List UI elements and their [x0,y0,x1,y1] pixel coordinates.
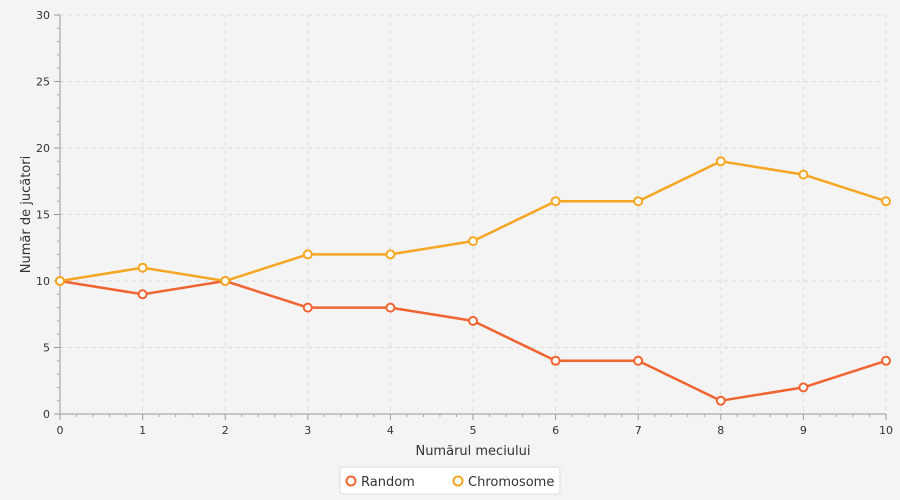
y-tick-label: 0 [43,408,50,421]
data-point-chromosome [55,276,65,286]
y-tick-label: 25 [36,76,50,89]
y-tick-label: 20 [36,142,50,155]
data-point-chromosome [550,196,561,207]
x-tick-label: 1 [139,424,146,437]
x-tick-label: 2 [222,424,229,437]
x-axis-title: Numărul meciului [415,444,530,459]
data-point-chromosome [385,249,396,260]
y-tick-label: 5 [43,342,50,355]
x-tick-label: 10 [879,424,893,437]
x-tick-label: 6 [552,424,559,437]
series [55,156,891,406]
data-point-chromosome [302,249,313,260]
x-tick-label: 3 [304,424,311,437]
data-point-random [468,315,478,326]
data-point-random [798,382,809,393]
ticks: 0 5 10 15 20 25 30 0 1 2 3 4 5 6 7 8 9 10 [36,9,893,437]
data-point-random [633,355,644,366]
data-point-random [881,355,891,366]
x-tick-label: 8 [717,424,724,437]
x-tick-label: 0 [57,424,64,437]
data-point-random [137,289,148,300]
legend: Random Chromosome [339,466,561,495]
y-tick-label: 15 [36,209,50,222]
legend-marker-chromosome [452,475,464,487]
x-tick-label: 5 [470,424,477,437]
data-point-random [550,355,561,366]
data-point-random [302,302,313,313]
legend-label-random: Random [361,475,415,490]
data-point-random [715,395,726,406]
y-axis-title: Număr de jucători [19,156,34,273]
y-tick-label: 10 [36,275,50,288]
data-point-chromosome [220,276,231,286]
legend-box [339,466,561,495]
data-point-chromosome [468,236,478,247]
x-tick-label: 7 [635,424,642,437]
data-point-chromosome [137,262,148,273]
data-point-chromosome [633,196,644,207]
data-point-random [385,302,396,313]
legend-label-chromosome: Chromosome [468,475,554,490]
legend-marker-random [345,475,357,487]
x-tick-label: 4 [387,424,394,437]
y-tick-label: 30 [36,9,50,22]
data-point-chromosome [798,169,809,180]
data-point-chromosome [715,156,726,167]
x-tick-label: 9 [800,424,807,437]
data-point-chromosome [881,196,891,207]
